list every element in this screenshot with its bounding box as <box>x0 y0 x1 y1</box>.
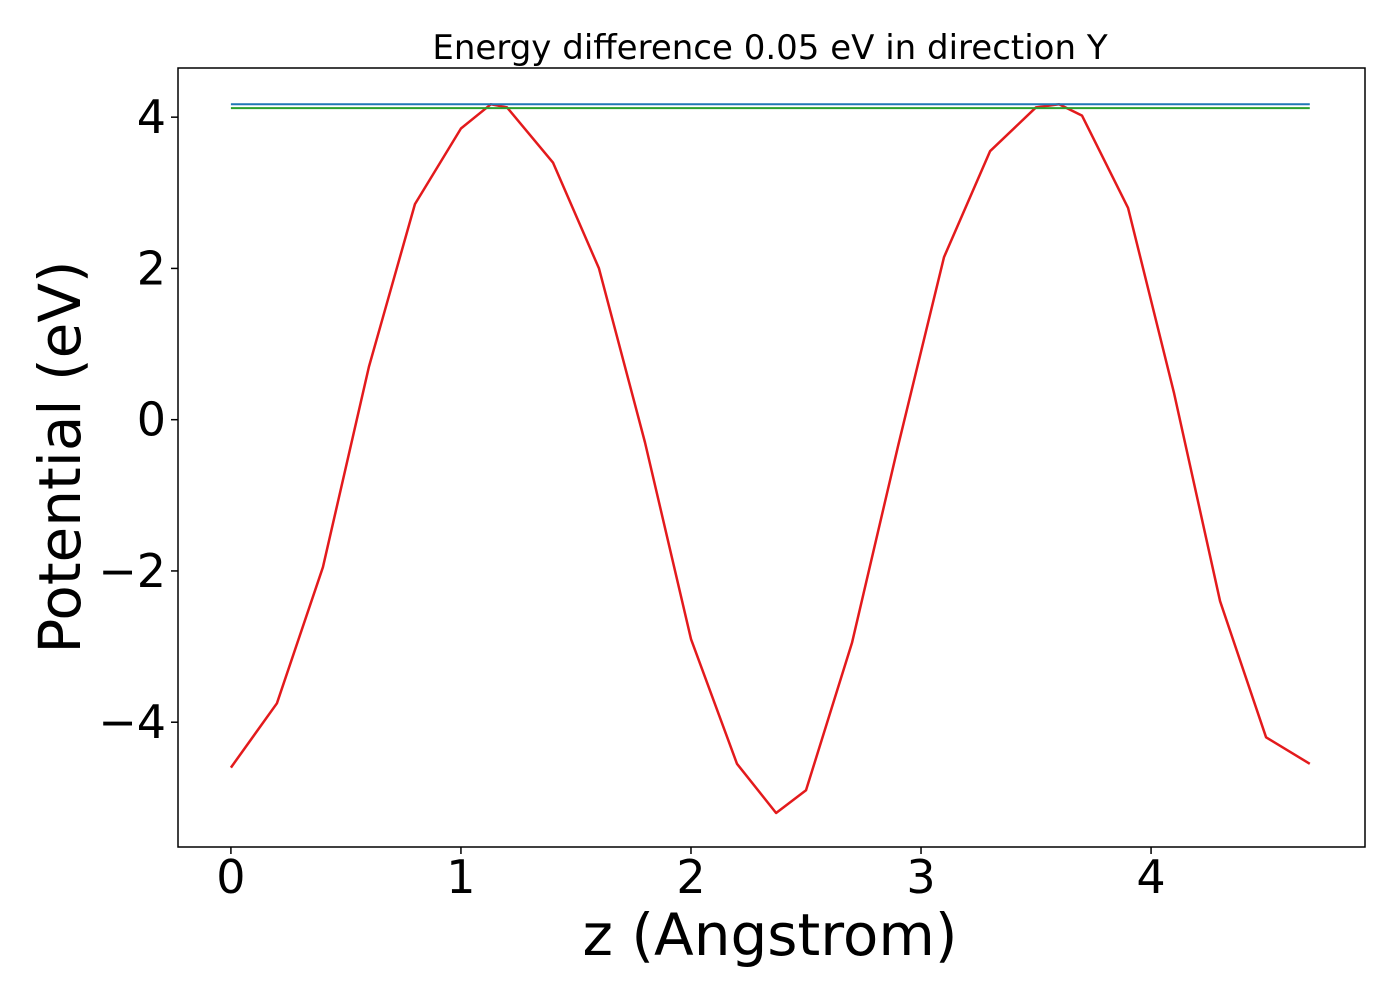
axes-frame <box>177 67 1366 848</box>
y-tick-label: 2 <box>137 241 166 295</box>
y-tick-label: −4 <box>98 695 166 749</box>
x-tick-label: 4 <box>1136 850 1165 904</box>
x-axis-label: z (Angstrom) <box>583 901 958 969</box>
y-axis-label: Potential (eV) <box>26 260 94 653</box>
y-tick-label: 0 <box>137 393 166 447</box>
x-tick-label: 0 <box>216 850 245 904</box>
x-tick-label: 2 <box>676 850 705 904</box>
y-tick-label: 4 <box>137 90 166 144</box>
y-tick-label: −2 <box>98 544 166 598</box>
series-layer <box>229 103 1311 815</box>
x-tick-label: 1 <box>446 850 475 904</box>
ticks-layer: 0 1 2 3 4 −4 −2 0 2 4 <box>98 90 1166 904</box>
x-tick-label: 3 <box>906 850 935 904</box>
series-line-1 <box>229 103 1311 815</box>
chart-title: Energy difference 0.05 eV in direction Y <box>432 28 1107 68</box>
